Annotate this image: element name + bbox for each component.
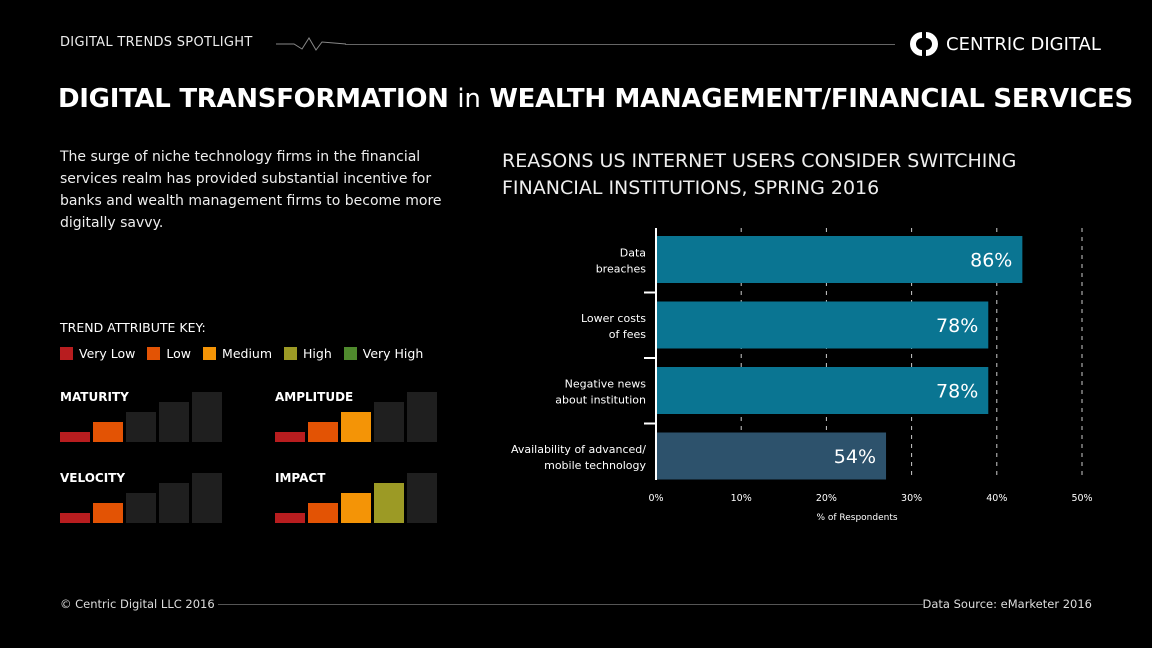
attribute-impact: IMPACT <box>275 471 445 523</box>
bar <box>656 432 887 480</box>
level-bar <box>60 432 90 442</box>
x-tick-label: 0% <box>648 493 663 504</box>
legend-label: Very Low <box>79 346 136 361</box>
level-bar <box>308 503 338 523</box>
category-label: mobile technology <box>544 459 646 472</box>
footer-divider <box>218 604 923 605</box>
level-bar <box>192 473 222 523</box>
bar <box>656 367 989 414</box>
data-label: 78% <box>936 381 978 403</box>
x-tick-label: 20% <box>816 493 837 504</box>
category-label: Data <box>620 247 646 260</box>
centric-logo-icon <box>910 32 938 56</box>
level-bar <box>407 473 437 523</box>
brand-logo: CENTRIC DIGITAL <box>910 30 1101 58</box>
x-tick-label: 40% <box>986 493 1007 504</box>
chart-title: REASONS US INTERNET USERS CONSIDER SWITC… <box>502 150 1017 199</box>
kicker: DIGITAL TRENDS SPOTLIGHT <box>60 35 253 50</box>
level-bar <box>192 392 222 442</box>
x-axis-label: % of Respondents <box>816 513 897 523</box>
attribute-amplitude: AMPLITUDE <box>275 390 445 442</box>
title-part: DIGITAL TRANSFORMATION <box>58 84 449 114</box>
level-bar <box>275 513 305 523</box>
legend-item: Low <box>147 346 191 361</box>
bar <box>656 236 1023 283</box>
legend-label: Low <box>166 346 192 361</box>
category-label: Lower costs <box>581 312 646 325</box>
legend-label: Medium <box>222 346 273 361</box>
bar-chart: 0% 10% 20% 30% 40% 50% % of Respondents 86% Data… <box>511 228 1093 523</box>
attribute-name: MATURITY <box>60 390 129 404</box>
level-bar <box>374 402 404 442</box>
attribute-name: AMPLITUDE <box>275 390 354 404</box>
bar <box>656 301 989 349</box>
data-label: 86% <box>970 250 1012 272</box>
level-bar <box>93 422 123 442</box>
level-bar <box>126 412 156 442</box>
category-label: about institution <box>555 394 646 407</box>
data-label: 54% <box>834 446 876 468</box>
level-bar <box>407 392 437 442</box>
level-bar <box>159 402 189 442</box>
title-part: in <box>457 84 481 114</box>
attribute-name: VELOCITY <box>60 471 126 485</box>
level-bar <box>126 493 156 523</box>
page-title: DIGITAL TRANSFORMATION in WEALTH MANAGEM… <box>58 84 1133 114</box>
legend-item: High <box>284 346 332 361</box>
level-bar <box>374 483 404 523</box>
legend-label: Very High <box>362 346 424 361</box>
attribute-velocity: VELOCITY <box>60 471 230 523</box>
legend-swatch <box>60 347 73 360</box>
legend-swatch <box>203 347 217 360</box>
attribute-name: IMPACT <box>275 471 326 485</box>
data-label: 78% <box>936 315 978 337</box>
intro-text: The surge of niche technology firms in t… <box>60 149 442 231</box>
category-label: Availability of advanced/ <box>511 443 646 456</box>
legend: Very Low Low Medium High Very High <box>60 346 423 361</box>
level-bar <box>60 513 90 523</box>
data-source: Data Source: eMarketer 2016 <box>922 597 1092 611</box>
legend-item: Very High <box>343 346 424 361</box>
level-bar <box>341 412 371 442</box>
legend-item: Very Low <box>60 346 135 361</box>
x-tick-label: 30% <box>901 493 922 504</box>
brand-name: CENTRIC DIGITAL <box>946 33 1101 55</box>
x-tick-label: 50% <box>1071 493 1092 504</box>
legend-label: High <box>303 346 332 361</box>
legend-item: Medium <box>203 346 272 361</box>
pulse-icon <box>276 37 346 51</box>
copyright: © Centric Digital LLC 2016 <box>60 597 215 611</box>
category-label: of fees <box>609 328 647 341</box>
level-bar <box>308 422 338 442</box>
legend-swatch <box>284 347 298 360</box>
level-bar <box>275 432 305 442</box>
level-bar <box>93 503 123 523</box>
header-divider <box>345 44 895 45</box>
key-title: TREND ATTRIBUTE KEY: <box>60 320 206 335</box>
category-label: breaches <box>596 263 647 276</box>
x-tick-label: 10% <box>731 493 752 504</box>
level-bar <box>159 483 189 523</box>
title-part: WEALTH MANAGEMENT/FINANCIAL SERVICES <box>489 84 1133 114</box>
category-label: Negative news <box>565 378 647 391</box>
level-bar <box>341 493 371 523</box>
attribute-maturity: MATURITY <box>60 390 230 442</box>
legend-swatch <box>343 347 357 360</box>
legend-swatch <box>147 347 161 360</box>
